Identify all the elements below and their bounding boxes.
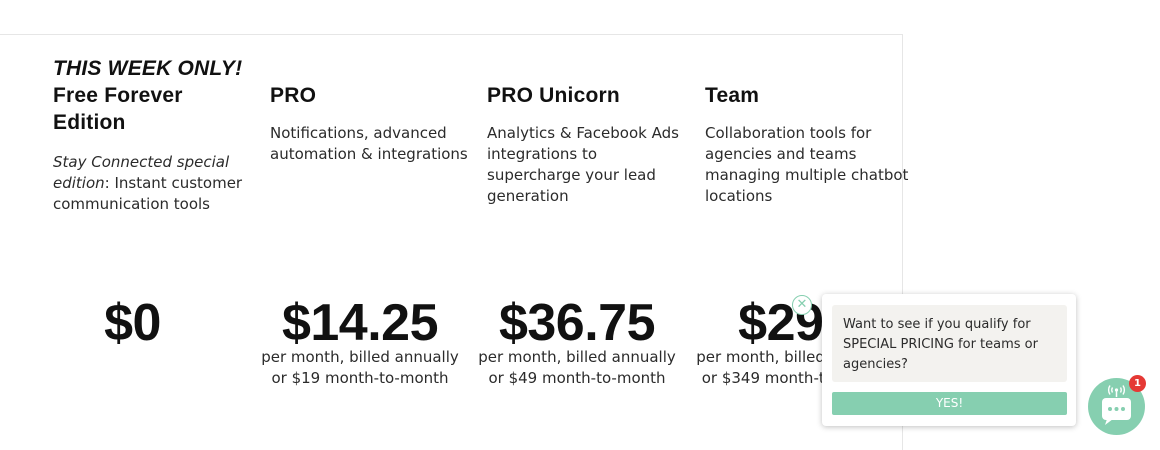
pricing-table: THIS WEEK ONLY! Free Forever Edition Sta… — [0, 34, 908, 450]
plan-title: THIS WEEK ONLY! Free Forever Edition — [53, 55, 258, 136]
plan-free: THIS WEEK ONLY! Free Forever Edition Sta… — [53, 55, 258, 351]
plan-description: Collaboration tools for agencies and tea… — [705, 124, 909, 205]
plan-description: Analytics & Facebook Ads integrations to… — [487, 124, 679, 205]
plan-description-italic: Stay Connected special edition — [53, 153, 230, 192]
plan-title: Team — [705, 84, 760, 107]
plan-name: Free Forever Edition — [53, 84, 183, 134]
promo-label: THIS WEEK ONLY! — [53, 57, 243, 80]
plan-title: PRO — [270, 84, 317, 107]
plan-team: Team Collaboration tools for agencies an… — [696, 82, 910, 387]
plan-price: $36.75 — [498, 294, 656, 352]
notification-badge: 1 — [1129, 375, 1146, 392]
plan-billing: per month, billed annually or $49 month-… — [478, 348, 676, 387]
chat-launcher-button[interactable] — [1088, 378, 1145, 435]
close-icon[interactable]: ✕ — [792, 295, 812, 315]
plan-title: PRO Unicorn — [487, 84, 620, 107]
plan-price: $0 — [104, 294, 161, 352]
plan-price: $14.25 — [281, 294, 439, 352]
chat-popup: Want to see if you qualify for SPECIAL P… — [822, 294, 1076, 426]
plan-description: Stay Connected special edition: Instant … — [53, 152, 258, 215]
plan-pro: PRO Notifications, advanced automation &… — [261, 82, 475, 387]
chat-bubble-broadcast-icon — [1102, 385, 1131, 425]
plan-description: Notifications, advanced automation & int… — [270, 124, 468, 163]
plan-billing: per month, billed annually or $19 month-… — [261, 348, 459, 387]
plan-description-text: : Instant customer communication tools — [53, 174, 243, 213]
chat-yes-button[interactable]: YES! — [832, 392, 1067, 415]
chat-message: Want to see if you qualify for SPECIAL P… — [832, 305, 1067, 382]
plan-pro-unicorn: PRO Unicorn Analytics & Facebook Ads int… — [478, 82, 692, 387]
